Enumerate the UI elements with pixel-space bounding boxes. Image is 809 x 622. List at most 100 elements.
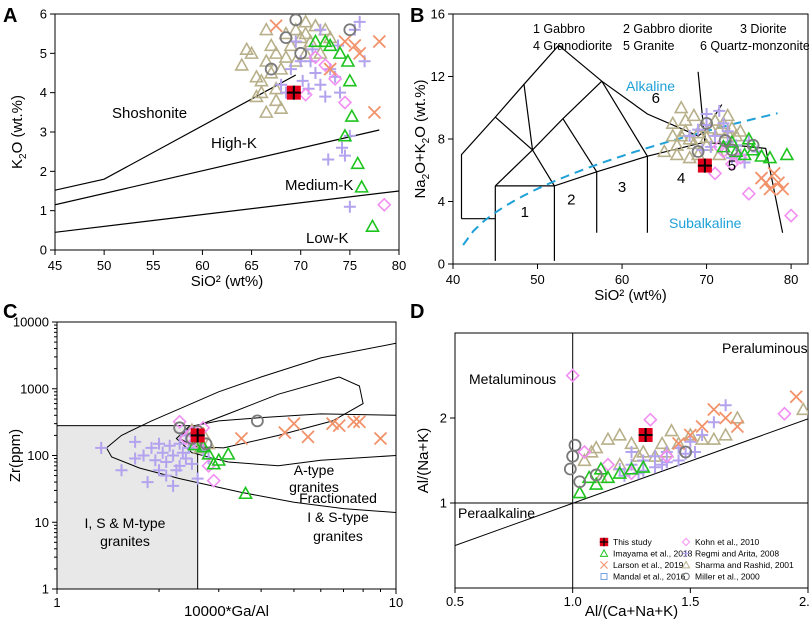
a-field-shoshonite: Shoshonite — [112, 105, 187, 122]
c-point-larson-et-al-2019-2 — [301, 430, 315, 444]
a-point-miller-et-al-2000-2 — [264, 62, 278, 76]
c-point-imayama-et-al-2018-5-shape — [238, 485, 253, 500]
c-series-this-study — [190, 428, 205, 443]
d-legend-label-miller-et-al-2000: Miller et al., 2000 — [695, 572, 760, 582]
c-point-regmi-and-arita-2008-0-shape — [95, 441, 108, 454]
b-point-regmi-and-arita-2008-5-shape — [713, 104, 726, 117]
d-plot-area — [455, 333, 808, 588]
d-legend-marker-regmi-and-arita-2008-shape — [682, 549, 690, 558]
a-series-larson-et-al-2019 — [269, 19, 386, 119]
c-point-regmi-and-arita-2008-27 — [129, 435, 142, 448]
a-field-low-k: Low-K — [306, 230, 349, 247]
b-point-regmi-and-arita-2008-4 — [709, 129, 722, 142]
d-point-sharma-and-rashid-2001-1-shape — [584, 444, 599, 458]
a-point-sharma-and-rashid-2001-19 — [298, 45, 313, 59]
d-point-regmi-and-arita-2008-6 — [684, 435, 697, 448]
a-point-kohn-et-al-2010-1-shape — [318, 58, 333, 73]
d-point-kohn-et-al-2010-2-shape — [777, 406, 792, 421]
a-point-sharma-and-rashid-2001-24 — [263, 65, 279, 79]
d-point-sharma-and-rashid-2001-15 — [795, 401, 808, 416]
b-legend-gabbro-diorite: 2 Gabbro diorite — [623, 22, 713, 36]
b-point-imayama-et-al-2018-4-shape — [754, 148, 769, 162]
d-legend-label-imayama-et-al-2018: Imayama et al., 2018 — [613, 549, 693, 559]
d-point-regmi-and-arita-2008-9 — [719, 399, 732, 412]
c-ytick-label-1000: 1000 — [20, 381, 49, 396]
d-point-regmi-and-arita-2008-16-shape — [656, 458, 669, 471]
a-point-imayama-et-al-2018-5 — [344, 108, 360, 122]
d-xtick-label-1.5: 1.5 — [681, 594, 699, 609]
c-point-regmi-and-arita-2008-1 — [115, 464, 128, 477]
c-point-larson-et-al-2019-8-shape — [352, 415, 367, 429]
b-point-sharma-and-rashid-2001-13-shape — [724, 120, 740, 134]
b-point-miller-et-al-2000-4 — [718, 134, 732, 147]
b-point-imayama-et-al-2018-7 — [741, 131, 757, 145]
a-point-sharma-and-rashid-2001-8 — [273, 61, 289, 75]
c-point-kohn-et-al-2010-3 — [206, 473, 221, 488]
d-legend-marker-imayama-et-al-2018-shape — [599, 548, 609, 557]
a-point-regmi-and-arita-2008-14-shape — [353, 15, 366, 28]
a-xtick-label-55: 55 — [146, 258, 160, 273]
d-legend-item-kohn-et-al-2010: Kohn et al., 2010 — [681, 537, 760, 547]
a-point-sharma-and-rashid-2001-18-shape — [278, 49, 294, 63]
b-field-number-4: 4 — [677, 170, 685, 187]
c-point-regmi-and-arita-2008-0 — [95, 441, 108, 454]
a-point-sharma-and-rashid-2001-28 — [268, 92, 284, 107]
d-point-sharma-and-rashid-2001-12-shape — [706, 431, 722, 445]
a-ytick-label-6: 6 — [40, 7, 47, 22]
b-ytick-label-4: 4 — [438, 194, 445, 209]
c-point-this-study-0 — [190, 428, 205, 443]
a-point-sharma-and-rashid-2001-1-shape — [239, 41, 255, 55]
b-point-kohn-et-al-2010-4-shape — [741, 186, 756, 201]
c-point-larson-et-al-2019-4 — [347, 415, 361, 429]
b-legend-quartz-monzonite: 6 Quartz-monzonite — [700, 39, 809, 53]
d-point-larson-et-al-2019-3 — [730, 419, 745, 434]
b-field-line-4 — [494, 116, 533, 151]
c-point-regmi-and-arita-2008-14 — [179, 452, 192, 465]
b-point-miller-et-al-2000-2 — [746, 138, 760, 152]
d-point-sharma-and-rashid-2001-2-shape — [588, 440, 604, 454]
b-ylabel-part-3: 2 — [421, 137, 432, 143]
a-boundary-0 — [55, 74, 297, 191]
a-point-sharma-and-rashid-2001-27-shape — [258, 22, 274, 36]
a-point-regmi-and-arita-2008-2 — [284, 63, 297, 76]
b-point-sharma-and-rashid-2001-9 — [707, 112, 723, 126]
c-point-kohn-et-al-2010-0 — [172, 414, 187, 429]
d-point-sharma-and-rashid-2001-16-shape — [593, 469, 609, 484]
c-point-larson-et-al-2019-7-shape — [287, 417, 301, 431]
d-point-larson-et-al-2019-1 — [707, 402, 721, 417]
b-point-kohn-et-al-2010-2-shape — [724, 156, 740, 172]
c-point-regmi-and-arita-2008-4 — [145, 441, 158, 454]
a-point-this-study-0-cross — [286, 85, 301, 100]
b-point-miller-et-al-2000-0 — [700, 116, 713, 130]
d-point-larson-et-al-2019-4 — [789, 390, 803, 404]
b-legend-granite: 5 Granite — [623, 39, 674, 53]
a-xtick-label-50: 50 — [97, 258, 111, 273]
c-point-regmi-and-arita-2008-18-shape — [191, 472, 204, 485]
d-point-kohn-et-al-2010-3-shape — [577, 444, 592, 460]
a-point-larson-et-al-2019-5-shape — [323, 62, 337, 76]
b-point-sharma-and-rashid-2001-13 — [724, 120, 740, 134]
a-point-sharma-and-rashid-2001-10-shape — [283, 37, 299, 52]
b-xlabel: SiO² (wt%) — [594, 287, 667, 304]
b-subalkaline-label: Subalkaline — [669, 215, 742, 231]
a-point-sharma-and-rashid-2001-16-shape — [258, 104, 274, 118]
d-point-miller-et-al-2000-2-shape — [563, 462, 577, 476]
d-point-regmi-and-arita-2008-16 — [656, 458, 669, 471]
a-point-regmi-and-arita-2008-6-shape — [314, 78, 327, 91]
b-point-imayama-et-al-2018-6-shape — [779, 146, 795, 161]
d-point-kohn-et-al-2010-0-shape — [565, 368, 580, 383]
b-point-sharma-and-rashid-2001-16-shape — [665, 115, 681, 129]
a-point-larson-et-al-2019-1 — [338, 34, 352, 49]
c-point-regmi-and-arita-2008-5 — [149, 454, 162, 467]
b-point-sharma-and-rashid-2001-26-shape — [656, 143, 672, 158]
d-legend-marker-wrap-mandal-et-al-2016 — [600, 573, 608, 580]
b-point-sharma-and-rashid-2001-17 — [673, 100, 689, 114]
d-point-regmi-and-arita-2008-8-shape — [707, 416, 720, 429]
a-point-larson-et-al-2019-4 — [367, 105, 382, 119]
b-point-sharma-and-rashid-2001-20-shape — [669, 146, 685, 161]
a-point-regmi-and-arita-2008-23-shape — [314, 23, 327, 36]
b-ytick-label-0: 0 — [438, 257, 445, 272]
b-point-miller-et-al-2000-1 — [725, 143, 739, 157]
b-field-number-1: 1 — [521, 204, 529, 221]
